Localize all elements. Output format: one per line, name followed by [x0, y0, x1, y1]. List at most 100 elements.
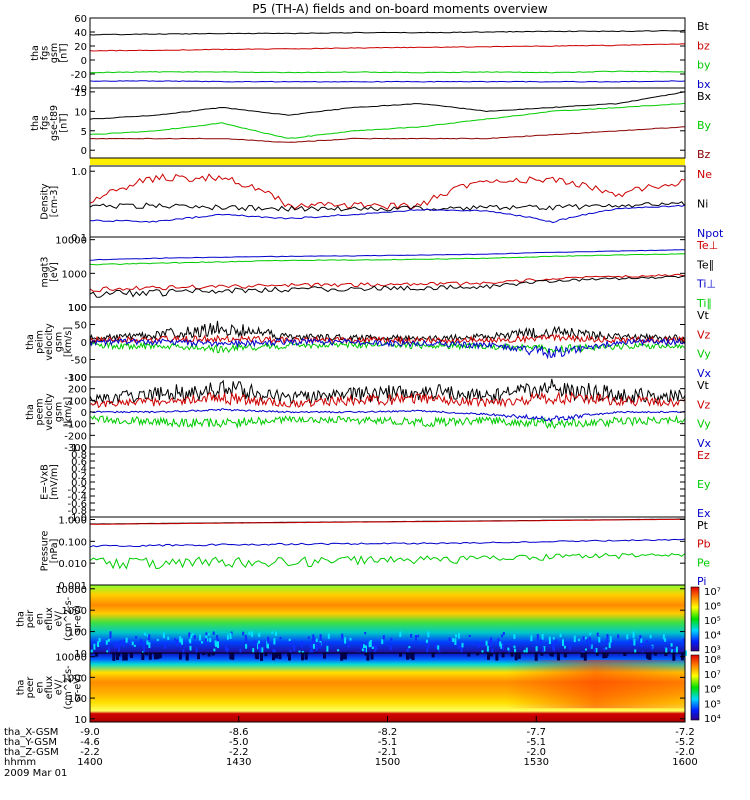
y-axis-label-line: gse-t89 [49, 105, 60, 141]
spectrogram-noise [583, 653, 587, 661]
y-axis-label-line: tha [16, 611, 27, 627]
spectrogram-noise [633, 638, 636, 646]
spectrogram-noise [275, 653, 278, 659]
series-line-peem_velocity-1 [89, 391, 686, 409]
spectrogram-noise [275, 631, 277, 636]
panel-peim_velocity: Vt Vz Vy Vx -100 -50 0 50 100 thapeimvelocitygsm[… [25, 303, 712, 384]
spectrogram-noise [311, 638, 314, 644]
y-axis-label-line: (cm^2-s- [63, 597, 74, 641]
x-tick-label: -8.6 [229, 727, 249, 738]
spectrogram-noise [552, 637, 555, 640]
y-tick-label: -1.0 [67, 513, 87, 524]
spectrogram-noise [552, 643, 554, 650]
spectrogram-noise [461, 642, 464, 648]
y-axis-label-line: eV/ [54, 679, 65, 695]
spectrogram-noise [589, 641, 592, 648]
spectrogram-noise [307, 636, 310, 639]
spectrogram-noise [664, 653, 668, 656]
spectrogram-noise [254, 653, 258, 659]
spectrogram-noise [617, 634, 620, 639]
spectrogram-noise [539, 639, 542, 646]
spectrogram-noise [188, 632, 191, 638]
panel-efield: Ez Ey Ex -1.0-0.8-0.6-0.4-0.20.00.20.40.60.… [39, 443, 711, 524]
spectrogram-noise [481, 641, 484, 647]
y-axis-label-line: gsm [49, 43, 60, 63]
spectrogram-noise [98, 638, 101, 643]
spectrogram-noise [486, 645, 489, 652]
spectrogram-noise [375, 643, 378, 650]
spectrogram-noise [559, 633, 562, 638]
spectrogram-noise [114, 642, 117, 649]
y-tick-label: 1000 [62, 269, 87, 280]
spectrogram-noise [216, 638, 219, 643]
spectrogram-noise [623, 653, 627, 656]
legend-label: Pt [697, 519, 709, 532]
y-axis-label-line: velocity [44, 323, 55, 361]
y-tick-label: 0.0 [71, 478, 87, 489]
y-axis-label-line: [eV] [49, 262, 60, 282]
legend-efield: Ez Ey Ex [697, 449, 711, 520]
y-axis-label-pressure: Pressure[nPa] [39, 531, 60, 572]
legend-label: Vz [697, 328, 711, 341]
spectrogram-noise [410, 634, 413, 638]
y-axis-label-line: gsm [54, 332, 65, 352]
y-tick-label: -0.8 [67, 506, 87, 517]
spectrogram-noise [663, 646, 666, 649]
y-tick-label: 0.001 [58, 581, 87, 592]
y-axis-label-line: tha [30, 115, 41, 131]
series-line-density-2 [89, 204, 686, 224]
spectrogram-noise [279, 637, 282, 640]
spectrogram-noise [568, 643, 571, 651]
spectrogram-noise [259, 648, 262, 653]
legend-label: bx [697, 78, 711, 91]
y-tick-label: 1000 [62, 606, 87, 617]
series-line-fgs_gsm-0 [89, 29, 686, 36]
spectrogram-noise [437, 645, 440, 650]
spectrogram-noise [608, 642, 611, 649]
spectrogram-noise [189, 638, 192, 644]
spectrogram-noise [539, 642, 542, 645]
colorbar-label: 10⁵ [704, 616, 721, 627]
spectrogram-noise [584, 636, 587, 640]
y-axis-label-line: eflux [44, 607, 55, 631]
y-ticks-pressure: 0.001 0.010 0.100 1.000 [58, 516, 685, 592]
spectrogram-noise [609, 636, 612, 643]
y-axis-label-line: fgs [39, 46, 50, 60]
spectrogram-noise [604, 653, 608, 658]
spectrogram-noise [577, 638, 580, 642]
spectrogram-noise [602, 653, 606, 659]
spectrogram-noise [390, 637, 393, 641]
spectrogram-noise [288, 638, 291, 642]
spectrogram-noise [272, 653, 275, 661]
spectrogram-noise [366, 653, 370, 661]
spectrogram-noise [460, 647, 463, 653]
panel-frame [89, 446, 686, 518]
spectrogram-noise [580, 653, 584, 658]
colorbar-label: 10⁶ [704, 685, 721, 696]
spectrogram-noise [468, 634, 471, 637]
panel-peem_velocity: VtVzVyVx-300-200-1000100200300thapeemvel… [25, 373, 712, 454]
spectrogram-noise [500, 643, 503, 649]
spectrogram-noise [179, 636, 182, 643]
series-line-fgs_dsl-0 [89, 91, 686, 120]
y-tick-label: 100 [68, 396, 87, 407]
spectrogram-fill [90, 585, 685, 653]
series-line-fgs_gsm-3 [89, 80, 686, 83]
y-axis-label-line: [nT] [58, 43, 69, 62]
y-tick-label: 5 [81, 127, 87, 138]
spectrogram-noise [509, 641, 512, 645]
y-tick-label: -20 [71, 70, 87, 81]
colorbar [690, 654, 700, 721]
y-tick-label: 60 [74, 14, 87, 25]
spectrogram-noise [176, 639, 178, 646]
y-axis-label-line: peim [35, 330, 46, 354]
spectrogram-noise [670, 643, 673, 647]
spectrogram-noise [215, 641, 218, 647]
spectrogram-noise [675, 646, 678, 653]
spectrogram-noise [123, 640, 126, 647]
spectrogram-noise [425, 639, 428, 643]
spectrogram-noise [201, 641, 203, 644]
series-line-pressure-1 [90, 518, 686, 525]
